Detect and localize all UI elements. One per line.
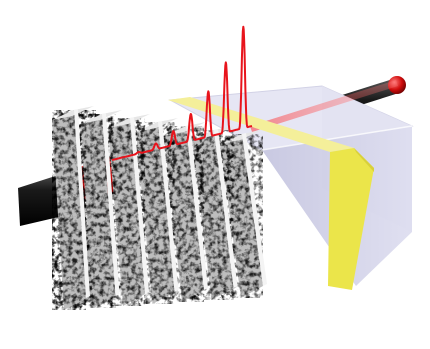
yellow-layer-top: [168, 97, 354, 152]
slab: [136, 118, 179, 304]
slab: [108, 114, 150, 306]
yellow-layer-edge: [354, 148, 374, 172]
slab: [220, 130, 267, 298]
speckled-slabs: [52, 106, 267, 310]
laser-beam: [250, 80, 398, 132]
slab: [52, 106, 94, 310]
slab: [192, 126, 238, 300]
slab: [80, 110, 122, 308]
pulse-waveform: [111, 25, 253, 161]
yellow-layer: [168, 97, 374, 290]
yellow-layer-front: [328, 148, 374, 290]
